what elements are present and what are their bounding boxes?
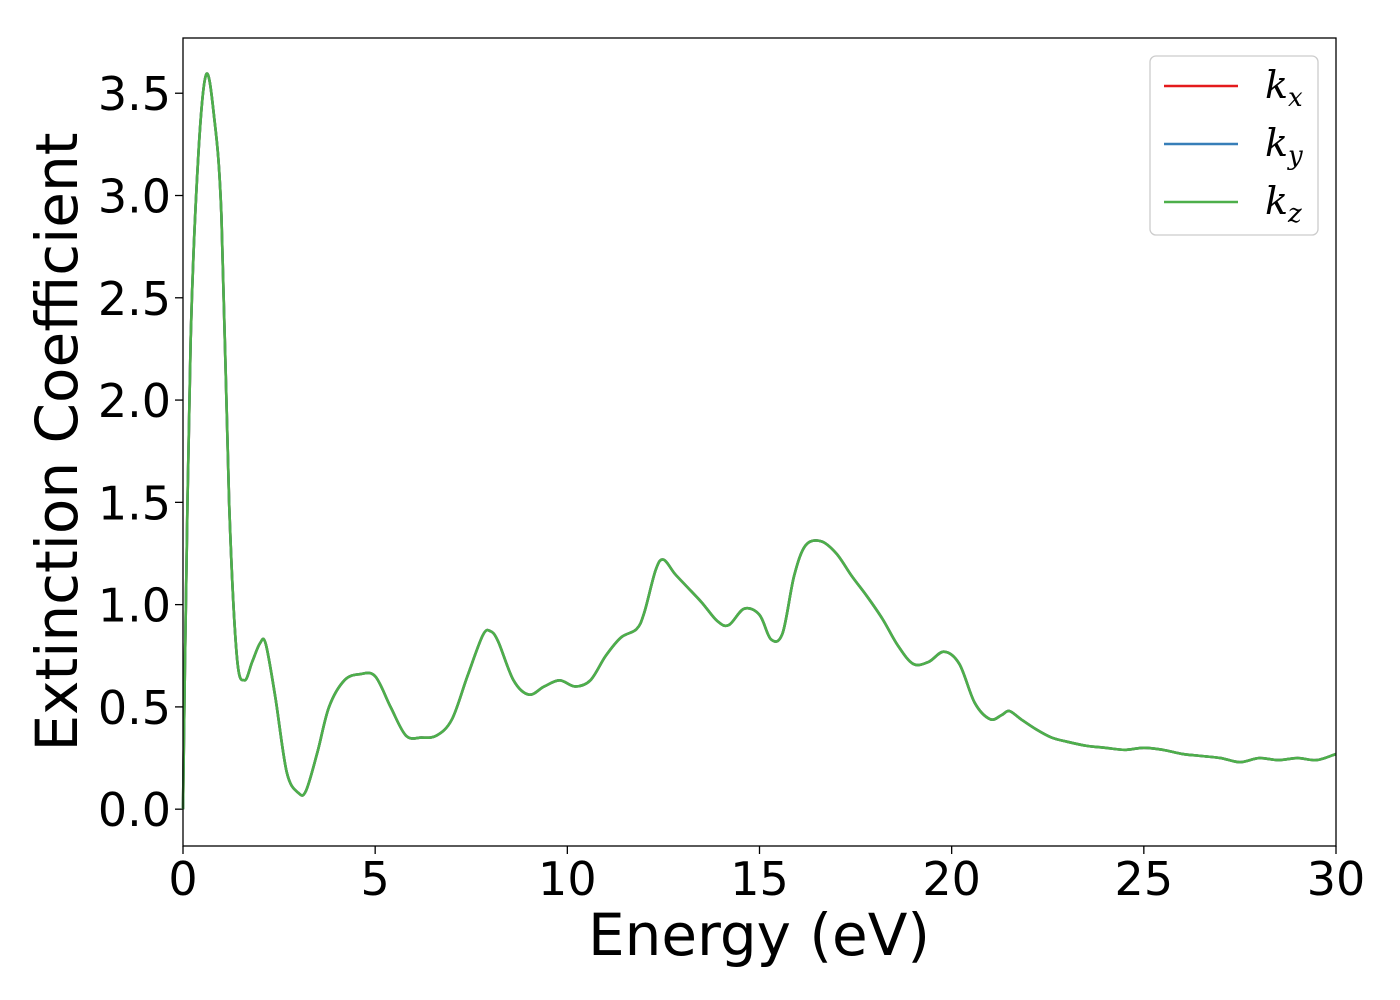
y-tick-label: 3.0 — [98, 170, 171, 224]
x-tick-label: 5 — [361, 852, 390, 906]
y-tick-label: 1.5 — [98, 476, 171, 530]
x-tick-label: 20 — [922, 852, 981, 906]
y-axis-ticks: 0.0 0.5 1.0 1.5 2.0 2.5 3.0 3.5 — [98, 67, 183, 837]
y-tick-label: 0.0 — [98, 783, 171, 837]
y-tick-label: 3.5 — [98, 67, 171, 121]
x-tick-label: 25 — [1115, 852, 1174, 906]
series-lines — [181, 72, 1337, 810]
x-axis-ticks: 0 5 10 15 20 25 30 — [168, 846, 1365, 906]
y-tick-label: 2.0 — [98, 374, 171, 428]
x-tick-label: 15 — [730, 852, 789, 906]
x-axis-label: Energy (eV) — [588, 901, 930, 969]
y-tick-label: 0.5 — [98, 681, 171, 735]
plot-frame — [182, 37, 1337, 847]
legend-label-ky: ky — [1265, 121, 1303, 171]
x-tick-label: 0 — [168, 852, 197, 906]
legend-box — [1149, 55, 1319, 236]
legend: kx ky kz — [1149, 55, 1319, 236]
legend-label-kx: kx — [1265, 63, 1303, 113]
x-tick-label: 30 — [1307, 852, 1366, 906]
y-tick-label: 1.0 — [98, 579, 171, 633]
y-axis-label: Extinction Coefficient — [23, 133, 91, 752]
plot-background — [183, 38, 1336, 846]
x-tick-label: 10 — [538, 852, 597, 906]
series-line-kz — [181, 72, 1337, 810]
legend-label-kz: kz — [1265, 179, 1302, 229]
y-tick-label: 2.5 — [98, 272, 171, 326]
